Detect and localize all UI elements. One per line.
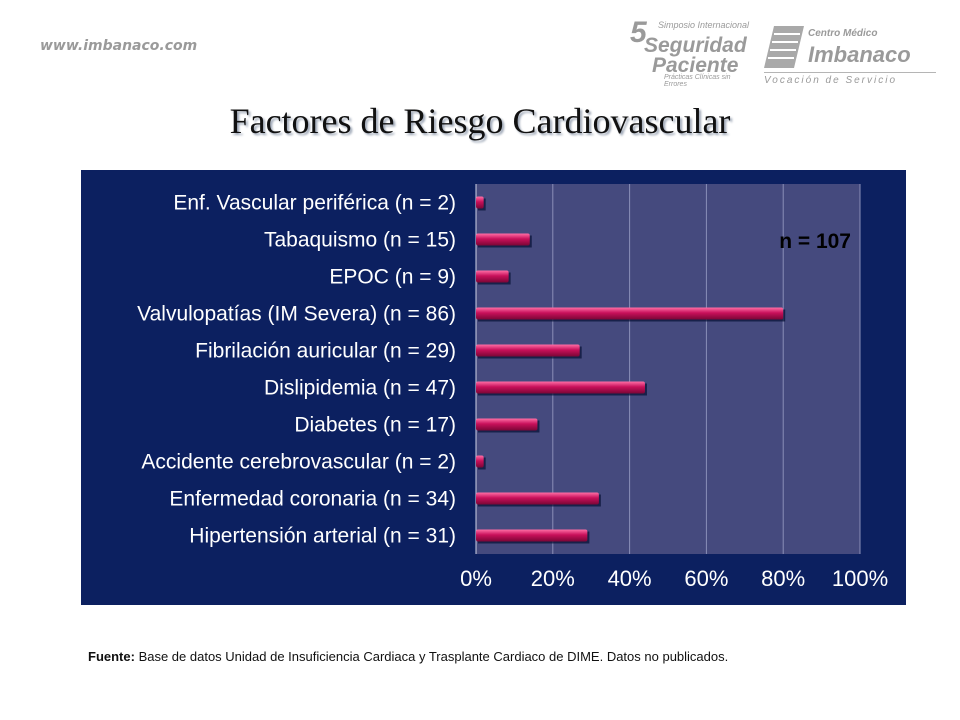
bar-chart: 0% 20% 40% 60% 80% 100% Enf. Vascular periféri… xyxy=(137,184,888,591)
footnote-label: Fuente: xyxy=(88,649,135,664)
y-category-label: Fibrilación auricular (n = 29) xyxy=(195,340,456,363)
bar xyxy=(476,529,588,542)
y-category-label: Enf. Vascular periférica (n = 2) xyxy=(173,192,456,215)
bar xyxy=(476,418,538,431)
bar xyxy=(476,270,509,283)
y-category-label: Valvulopatías (IM Severa) (n = 86) xyxy=(137,303,456,326)
page-title: Factores de Riesgo Cardiovascular xyxy=(229,101,731,141)
bar xyxy=(476,233,530,246)
centro-medico-logo: Centro Médico Imbanaco Vocación de Servi… xyxy=(760,22,940,88)
logo-divider xyxy=(764,72,936,73)
y-category-label: Hipertensión arterial (n = 31) xyxy=(189,525,456,548)
y-category-label: Diabetes (n = 17) xyxy=(294,414,456,437)
y-category-label: Enfermedad coronaria (n = 34) xyxy=(169,488,456,511)
bar xyxy=(476,492,599,505)
source-footnote: Fuente: Base de datos Unidad de Insufici… xyxy=(88,649,728,664)
logo-centro-top: Centro Médico xyxy=(808,28,878,39)
logo-tagline: Vocación de Servicio xyxy=(764,75,898,86)
plot-area xyxy=(476,184,860,554)
x-tick-label: 0% xyxy=(460,566,492,591)
simposio-logo: 5 Simposio Internacional Seguridad Pacie… xyxy=(630,16,750,88)
x-tick-label: 80% xyxy=(761,566,805,591)
logo-line2: Paciente xyxy=(652,54,739,77)
bar xyxy=(476,455,484,468)
x-tick-label: 60% xyxy=(684,566,728,591)
x-tick-label: 40% xyxy=(608,566,652,591)
logo-centro-name: Imbanaco xyxy=(808,42,911,67)
bar xyxy=(476,344,580,357)
logo-line1: Seguridad xyxy=(644,34,747,57)
website-url: www.imbanaco.com xyxy=(40,38,198,54)
y-category-label: Accidente cerebrovascular (n = 2) xyxy=(141,451,456,474)
y-category-label: Tabaquismo (n = 15) xyxy=(264,229,456,252)
logo-subtext: Prácticas Clínicas sin Errores xyxy=(664,74,731,88)
building-logo-icon xyxy=(764,26,804,68)
x-tick-label: 100% xyxy=(832,566,888,591)
footnote-text: Base de datos Unidad de Insuficiencia Ca… xyxy=(134,649,729,664)
x-tick-label: 20% xyxy=(531,566,575,591)
chart-panel: 0% 20% 40% 60% 80% 100% Enf. Vascular periféri… xyxy=(81,170,906,605)
bar xyxy=(476,381,645,394)
y-category-label: Dislipidemia (n = 47) xyxy=(264,377,456,400)
bar xyxy=(476,307,784,320)
logo-number: 5 xyxy=(630,16,647,49)
logo-small-text: Simposio Internacional xyxy=(658,20,750,30)
y-category-label: EPOC (n = 9) xyxy=(329,266,456,289)
bar xyxy=(476,196,484,209)
chart-annotation: n = 107 xyxy=(779,230,851,253)
